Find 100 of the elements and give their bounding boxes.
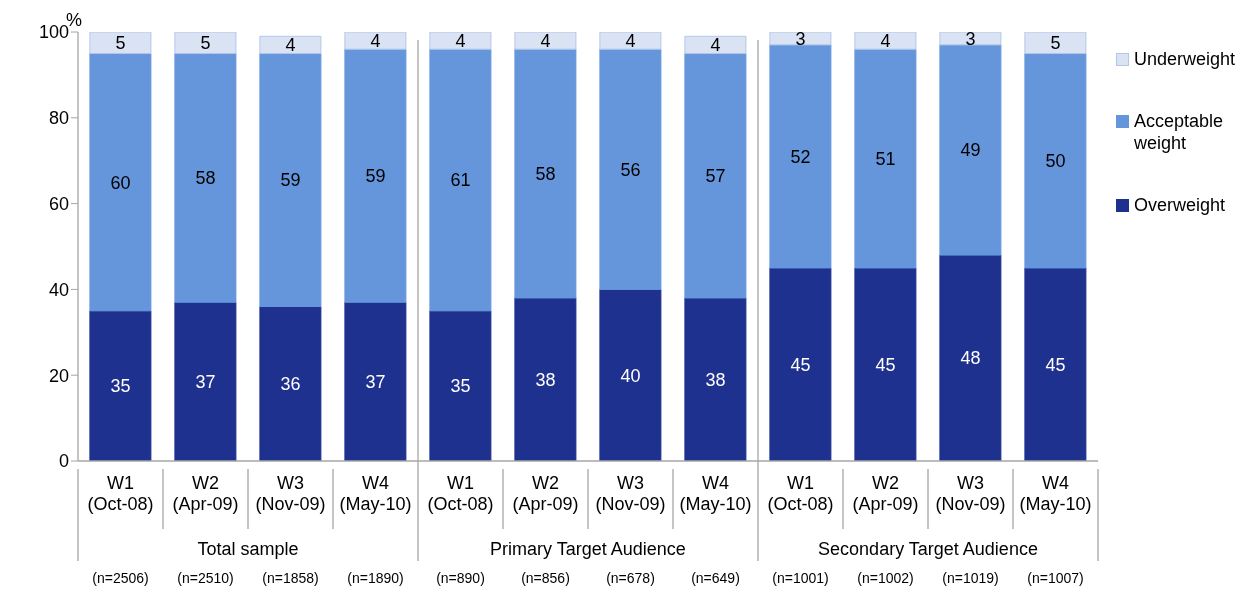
bar: [854, 48, 917, 269]
text: (n=1890): [347, 570, 404, 586]
data-label: 5: [200, 33, 211, 54]
data-label: 3: [965, 28, 976, 49]
x-tick-label: W3 (Nov-09): [595, 473, 666, 514]
bar: [599, 288, 662, 461]
bar: [514, 32, 577, 50]
data-label: 45: [790, 354, 811, 375]
text: (n=1001): [772, 570, 829, 586]
legend-label: Acceptable weight: [1134, 110, 1225, 154]
data-label: 50: [1045, 151, 1066, 172]
data-label: 4: [370, 30, 381, 51]
data-label: 35: [110, 376, 131, 397]
data-label: 59: [280, 170, 301, 191]
x-tick-label: W2 (Apr-09): [172, 473, 239, 514]
x-tick-label: W1 (Oct-08): [767, 473, 834, 514]
bar: [684, 297, 747, 461]
data-label: 37: [195, 372, 216, 393]
data-label: 4: [880, 30, 891, 51]
y-tick-label: 0: [58, 451, 69, 472]
data-label: 58: [195, 168, 216, 189]
text: (n=1007): [1027, 570, 1084, 586]
data-label: 45: [875, 354, 896, 375]
data-label: 4: [455, 30, 466, 51]
text: Primary Target Audience: [490, 539, 686, 559]
bar: [429, 32, 492, 50]
bar: [939, 254, 1002, 461]
text: (n=890): [436, 570, 485, 586]
text: (n=2506): [92, 570, 149, 586]
bar: [259, 52, 322, 308]
bar: [174, 52, 237, 303]
x-tick-label: W1 (Oct-08): [87, 473, 154, 514]
bar: [684, 35, 747, 54]
text: (n=678): [606, 570, 655, 586]
bar: [344, 301, 407, 461]
text: (n=1858): [262, 570, 319, 586]
data-label: 36: [280, 374, 301, 395]
x-tick-label: W4 (May-10): [339, 473, 412, 514]
bar: [514, 48, 577, 299]
bar: [344, 48, 407, 303]
text: Total sample: [197, 539, 299, 559]
bar: [769, 267, 832, 461]
text: (n=1002): [857, 570, 914, 586]
bar: [89, 32, 152, 54]
data-label: 45: [1045, 354, 1066, 375]
data-label: 4: [285, 35, 296, 56]
bar: [259, 35, 322, 54]
data-label: 60: [110, 172, 131, 193]
data-label: 5: [115, 33, 126, 54]
data-label: 40: [620, 365, 641, 386]
bar: [344, 32, 407, 50]
bar: [174, 301, 237, 461]
data-label: 35: [450, 376, 471, 397]
bar: [599, 48, 662, 290]
data-label: 49: [960, 140, 981, 161]
data-label: 3: [795, 28, 806, 49]
y-tick-label: 60: [48, 193, 69, 214]
bar: [89, 52, 152, 312]
y-tick-label: 40: [48, 279, 69, 300]
data-label: 38: [705, 369, 726, 390]
bar: [174, 32, 237, 54]
data-label: 56: [620, 159, 641, 180]
text: Secondary Target Audience: [818, 539, 1038, 559]
x-tick-label: W1 (Oct-08): [427, 473, 494, 514]
x-tick-label: W4 (May-10): [679, 473, 752, 514]
text: (n=1019): [942, 570, 999, 586]
bar: [1024, 52, 1087, 269]
legend-label: Overweight: [1134, 194, 1226, 216]
bar: [599, 32, 662, 50]
bar: [939, 32, 1002, 46]
bar: [684, 52, 747, 299]
bar: [1024, 267, 1087, 461]
text: (n=856): [521, 570, 570, 586]
bar: [429, 48, 492, 312]
x-tick-label: W2 (Apr-09): [852, 473, 919, 514]
bar: [769, 44, 832, 269]
y-tick-label: 20: [48, 365, 69, 386]
data-label: 51: [875, 148, 896, 169]
x-tick-label: W3 (Nov-09): [255, 473, 326, 514]
data-label: 37: [365, 372, 386, 393]
text: (n=2510): [177, 570, 234, 586]
data-label: 38: [535, 369, 556, 390]
y-tick-label: 100: [38, 22, 69, 43]
data-label: 48: [960, 348, 981, 369]
data-label: 59: [365, 166, 386, 187]
bar: [1024, 32, 1087, 54]
data-label: 4: [710, 35, 721, 56]
bar: [89, 310, 152, 461]
bar: [769, 32, 832, 46]
y-tick-label: 80: [48, 108, 69, 129]
text: (n=649): [691, 570, 740, 586]
data-label: 57: [705, 166, 726, 187]
bar: [514, 297, 577, 461]
data-label: 52: [790, 146, 811, 167]
data-label: 5: [1050, 33, 1061, 54]
bar: [429, 310, 492, 461]
x-tick-label: W2 (Apr-09): [512, 473, 579, 514]
x-tick-label: W3 (Nov-09): [935, 473, 1006, 514]
bar: [854, 32, 917, 50]
legend-label: Underweight: [1134, 48, 1236, 70]
